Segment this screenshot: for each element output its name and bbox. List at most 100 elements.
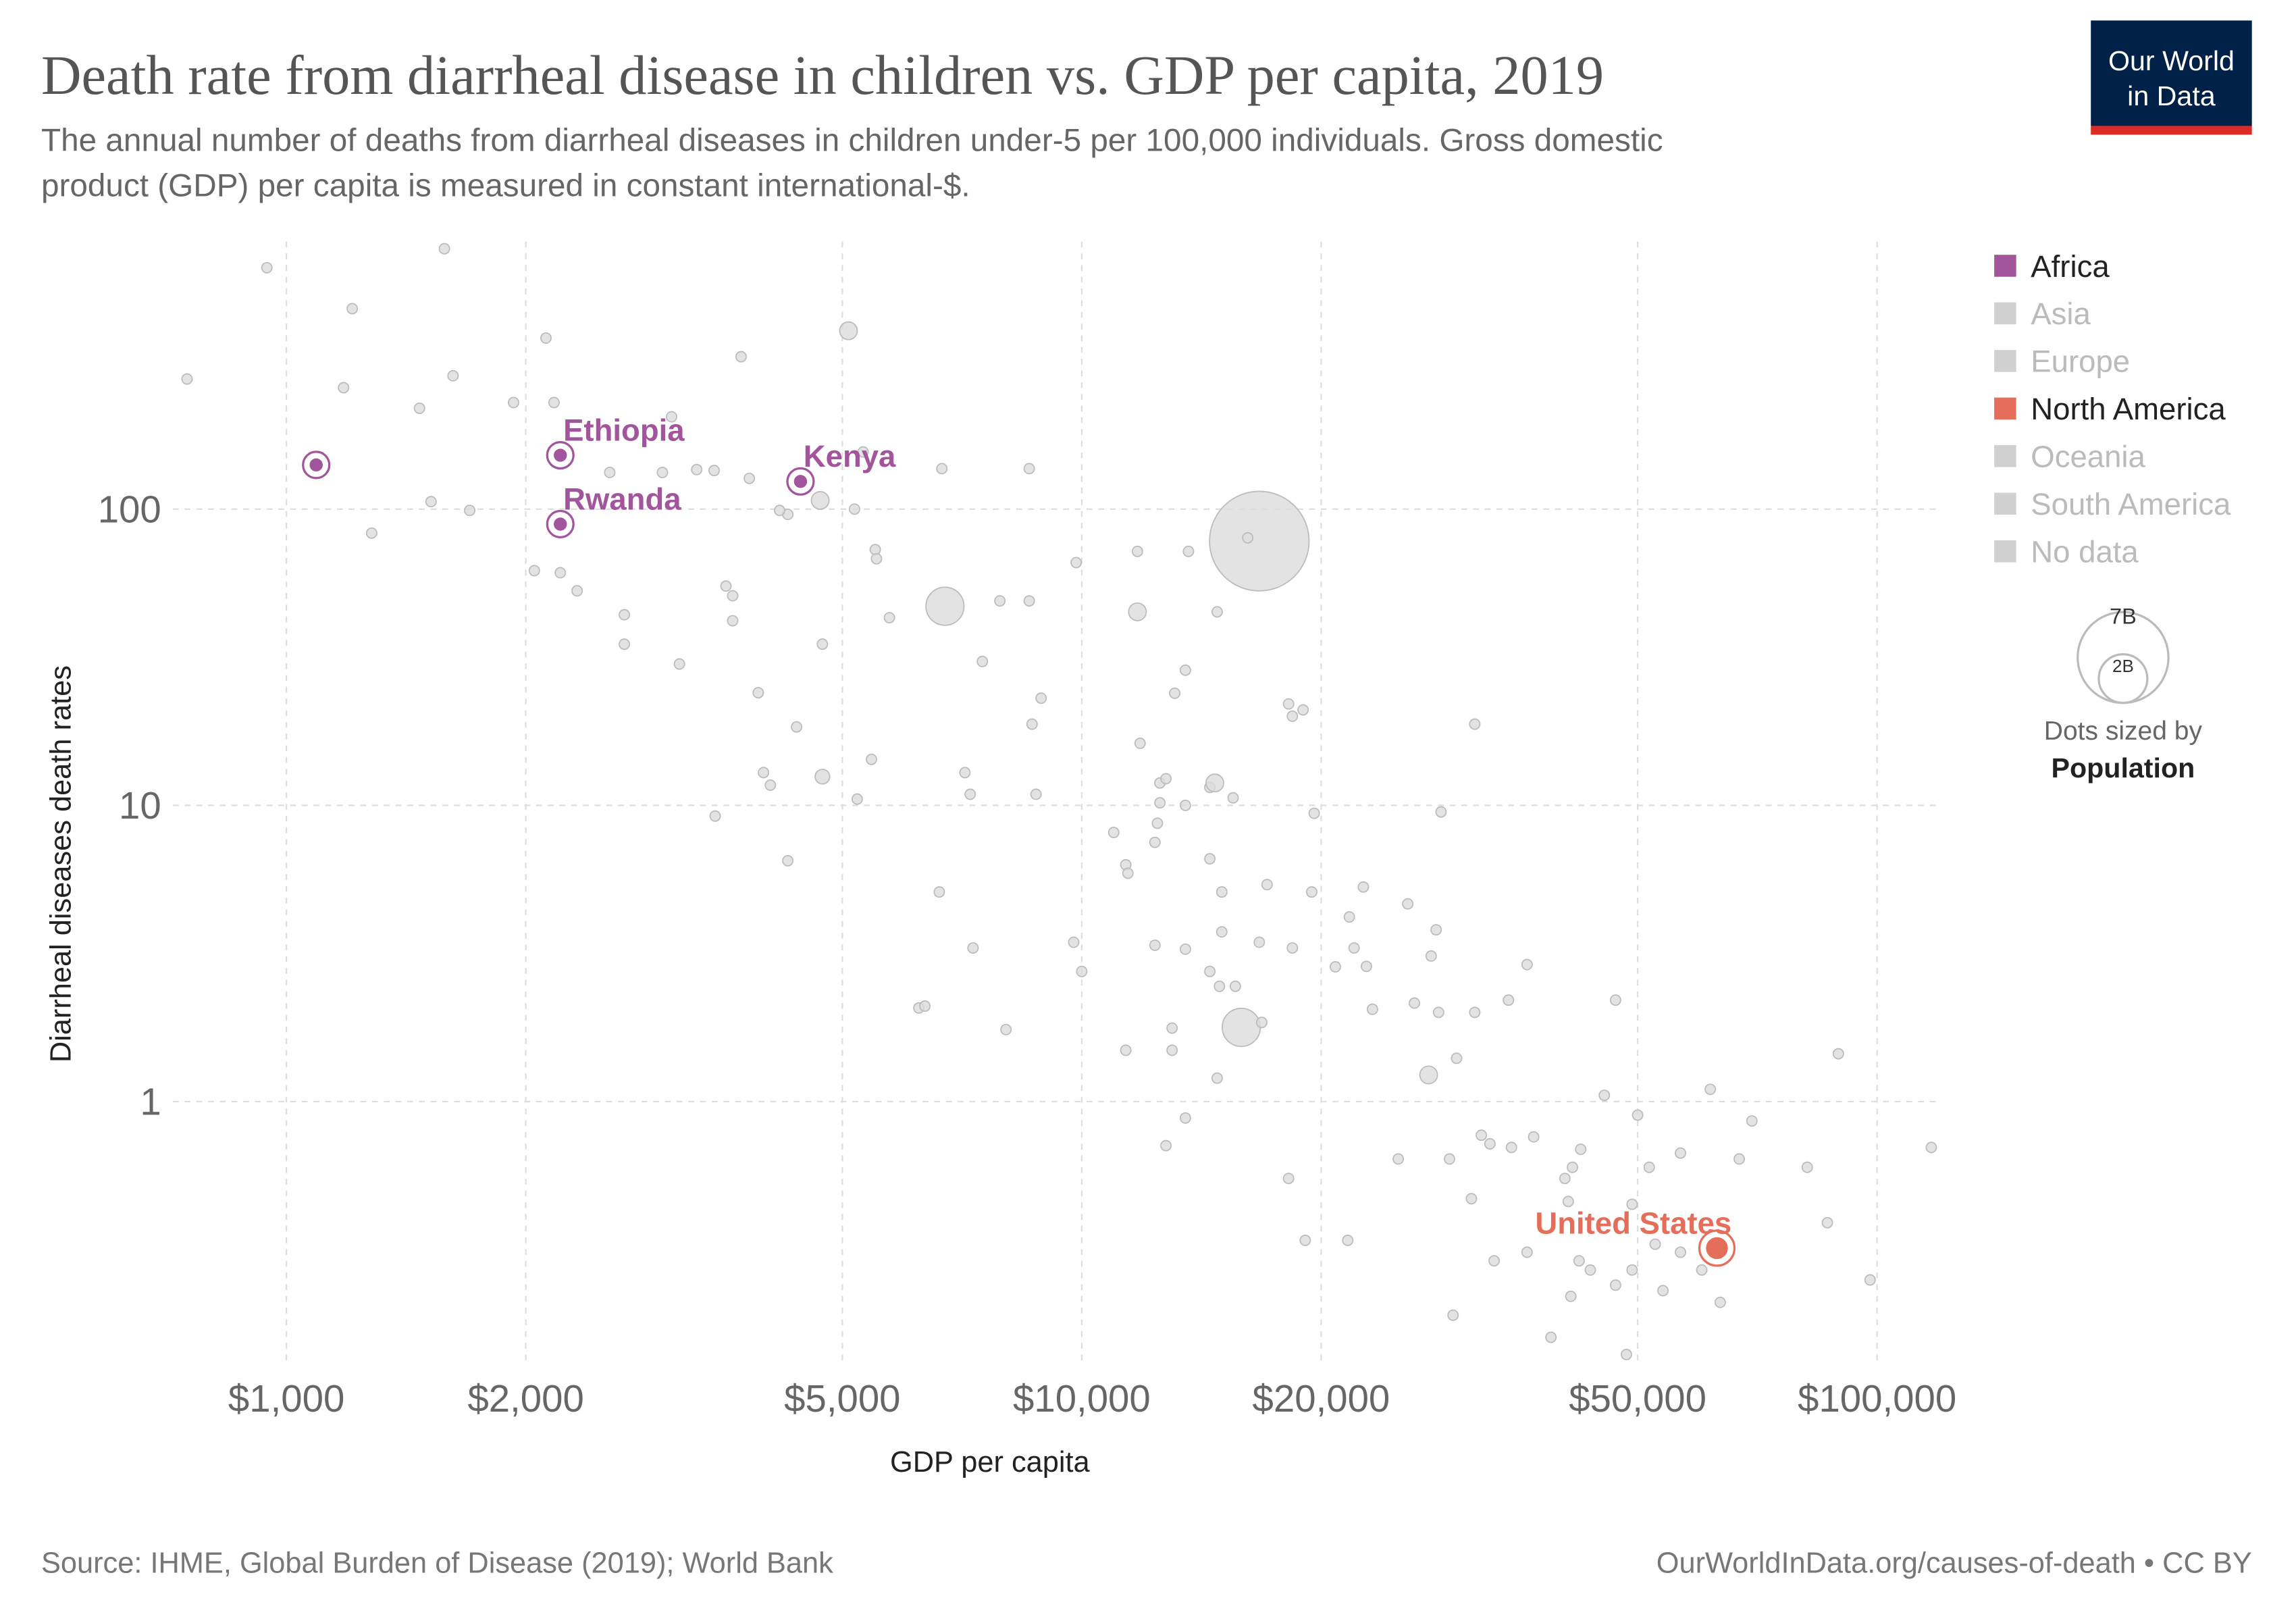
point	[1204, 853, 1216, 865]
point	[1565, 1290, 1577, 1302]
point	[1643, 1161, 1655, 1173]
point	[1166, 1044, 1178, 1056]
point	[1425, 950, 1437, 962]
legend-label: North America	[2031, 392, 2226, 426]
point	[1465, 1193, 1478, 1205]
point	[964, 788, 976, 800]
point	[782, 854, 794, 867]
point	[1253, 936, 1266, 948]
y-tick-label: 1	[140, 1080, 161, 1123]
point	[976, 655, 989, 667]
point	[1299, 1234, 1311, 1246]
legend-label: Africa	[2031, 249, 2110, 284]
point	[1801, 1161, 1813, 1173]
point	[1166, 1022, 1178, 1034]
size-legend-label: 7B	[2110, 604, 2137, 629]
point	[619, 638, 630, 650]
point	[814, 769, 831, 785]
logo-text: in Data	[2127, 80, 2216, 111]
point	[709, 810, 721, 822]
point	[1211, 606, 1223, 618]
point	[764, 779, 777, 791]
point	[1261, 879, 1273, 891]
point	[1432, 1006, 1444, 1019]
legend-label: Europe	[2031, 344, 2130, 379]
point	[1621, 1348, 1632, 1360]
point	[720, 580, 732, 592]
point	[1746, 1115, 1758, 1127]
point	[1070, 557, 1082, 569]
credit[interactable]: OurWorldInData.org/causes-of-death • CC …	[1656, 1547, 2252, 1579]
point	[181, 373, 193, 385]
point	[1214, 980, 1226, 992]
point	[994, 595, 1006, 607]
point	[438, 242, 450, 255]
point	[1128, 602, 1147, 621]
point	[1573, 1255, 1585, 1267]
point	[1222, 1008, 1261, 1048]
legend-label: Oceania	[2031, 440, 2145, 474]
point	[1076, 965, 1088, 977]
point	[1151, 817, 1164, 829]
point	[1343, 911, 1355, 923]
point	[1392, 1153, 1405, 1165]
highlight-ring	[1698, 1229, 1736, 1267]
x-tick-label: $10,000	[1013, 1377, 1151, 1420]
point	[604, 467, 616, 478]
point	[1832, 1048, 1844, 1060]
point	[1026, 718, 1038, 730]
point	[870, 552, 883, 565]
point	[1409, 997, 1420, 1009]
point	[540, 332, 552, 344]
point	[554, 567, 567, 579]
point	[1179, 664, 1191, 676]
point	[1242, 532, 1254, 544]
point	[1035, 692, 1047, 704]
point	[1211, 1072, 1223, 1084]
y-tick-label: 100	[98, 488, 161, 530]
point	[1342, 1234, 1354, 1246]
point	[1360, 960, 1372, 973]
logo[interactable]: Our World in Data	[2091, 20, 2252, 135]
point	[1575, 1143, 1587, 1156]
point	[1598, 1089, 1611, 1102]
point	[1419, 1065, 1438, 1085]
legend-swatch	[1994, 445, 2016, 467]
point	[1505, 1141, 1517, 1154]
x-tick-label: $5,000	[784, 1377, 900, 1420]
chart-title: Death rate from diarrheal disease in chi…	[41, 45, 1604, 106]
size-legend-title: Dots sized by	[2044, 717, 2203, 746]
point	[959, 767, 971, 779]
point	[1205, 773, 1224, 793]
point	[727, 590, 739, 602]
point	[1348, 942, 1360, 954]
point	[1704, 1235, 1729, 1261]
point	[1179, 943, 1191, 955]
point	[1733, 1153, 1746, 1165]
point	[1609, 994, 1621, 1006]
point	[1282, 698, 1295, 710]
point	[1286, 710, 1299, 722]
point	[1120, 1044, 1132, 1056]
point	[1107, 827, 1120, 838]
highlight-ring	[302, 451, 331, 480]
x-tick-label: $2,000	[467, 1377, 583, 1420]
point	[1545, 1331, 1557, 1343]
point	[839, 321, 858, 340]
legend-label: No data	[2031, 535, 2139, 569]
point	[1484, 1138, 1496, 1150]
point	[447, 369, 459, 382]
y-tick-label: 10	[119, 784, 161, 827]
point	[792, 473, 809, 490]
size-legend-label: 2B	[2112, 656, 2134, 676]
point	[528, 565, 540, 577]
point	[413, 403, 425, 414]
point	[1444, 1153, 1455, 1165]
point	[752, 687, 764, 699]
point	[1864, 1274, 1876, 1286]
point	[791, 721, 803, 733]
point	[866, 753, 877, 765]
point	[743, 472, 756, 484]
